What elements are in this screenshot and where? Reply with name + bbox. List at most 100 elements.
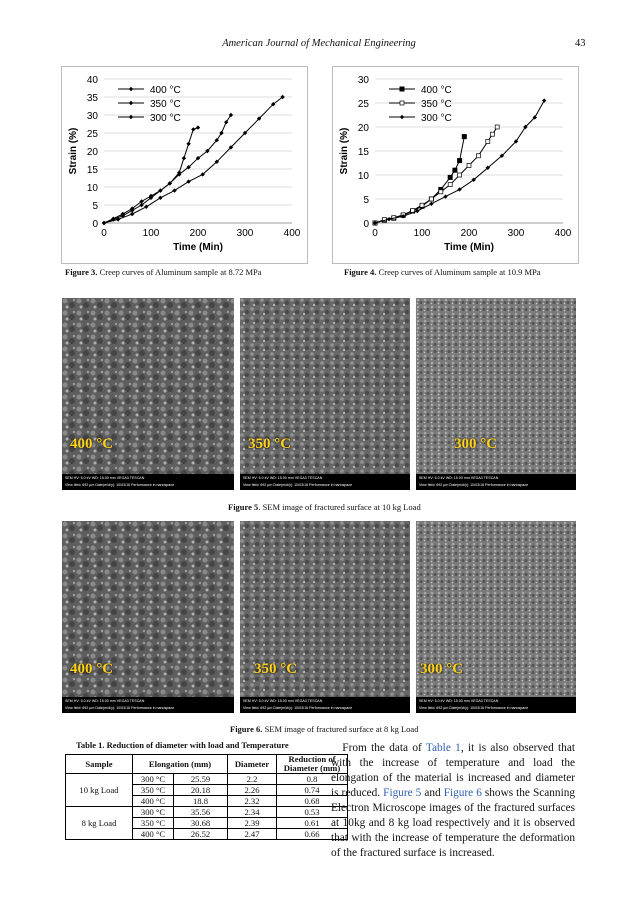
x-tick-label: 400 xyxy=(284,228,301,239)
data-point xyxy=(386,216,392,222)
sem-image-8kg-300: 300 °C SEM HV: 5.0 kV WD: 15.00 mm VEGA3… xyxy=(416,521,576,713)
data-point xyxy=(452,167,458,173)
data-point xyxy=(438,186,444,192)
x-tick-label: 400 xyxy=(555,228,572,239)
data-point xyxy=(167,181,172,186)
table-cell: 300 °C xyxy=(132,806,174,818)
y-tick-label: 25 xyxy=(87,129,99,140)
data-point xyxy=(181,156,187,161)
y-tick-label: 20 xyxy=(358,123,370,134)
data-point xyxy=(457,187,462,192)
figure3-caption-text: Creep curves of Aluminum sample at 8.72 … xyxy=(97,267,262,277)
y-tick-label: 20 xyxy=(87,147,99,158)
page-number: 43 xyxy=(575,38,586,49)
data-point xyxy=(401,214,406,219)
sem-temp-label: 350 °C xyxy=(254,661,298,677)
table-cell: 0.66 xyxy=(276,828,348,840)
sem-image-10kg-400: 400 °C SEM HV: 5.0 kV WD: 15.00 mm VEGA3… xyxy=(62,298,234,490)
data-point xyxy=(419,202,425,208)
data-point xyxy=(219,130,224,136)
data-point xyxy=(177,172,182,177)
table-cell: 20.18 xyxy=(173,784,228,796)
sem-temp-label: 300 °C xyxy=(420,661,464,677)
data-point xyxy=(186,141,191,146)
table1-link[interactable]: Table 1 xyxy=(425,742,461,754)
data-point xyxy=(471,177,476,182)
table-cell: 300 °C xyxy=(132,773,174,785)
data-point xyxy=(499,153,505,158)
y-tick-label: 15 xyxy=(358,147,370,158)
data-point xyxy=(415,208,420,214)
y-tick-label: 5 xyxy=(363,195,369,206)
legend-label: 300 °C xyxy=(421,113,452,124)
table-row: 10 kg Load 300 °C 25.59 2.2 0.8 xyxy=(65,773,348,807)
data-point xyxy=(485,165,490,170)
x-tick-label: 300 xyxy=(237,228,254,239)
y-tick-label: 10 xyxy=(87,183,99,194)
figure6-images: 400 °C SEM HV: 5.0 kV WD: 15.00 mm VEGA3… xyxy=(62,521,576,713)
data-point xyxy=(429,196,434,202)
data-point xyxy=(139,202,144,208)
y-tick-label: 5 xyxy=(92,201,98,212)
x-tick-label: 100 xyxy=(414,228,431,239)
figure6-caption-text: SEM image of fractured surface at 8 kg L… xyxy=(262,724,419,734)
sem-metadata-bar: SEM HV: 5.0 kV WD: 15.00 mm VEGA3 TESCAN… xyxy=(416,697,576,713)
data-point xyxy=(101,220,107,226)
x-tick-label: 0 xyxy=(101,228,107,239)
table1: Sample Elongation (mm) Diameter Reductio… xyxy=(65,754,348,840)
x-tick-label: 200 xyxy=(461,228,478,239)
y-tick-label: 30 xyxy=(87,111,99,122)
series-line xyxy=(103,127,199,224)
data-point xyxy=(447,174,453,180)
data-point xyxy=(457,158,463,164)
table-cell: 2.47 xyxy=(227,828,277,840)
table-cell: 10 kg Load xyxy=(65,773,133,807)
table-cell: 350 °C xyxy=(132,784,174,796)
data-point xyxy=(242,130,248,136)
y-tick-label: 0 xyxy=(92,219,98,230)
body-paragraph: From the data of Table 1, it is also obs… xyxy=(331,742,576,859)
figure3-caption-label: Figure 3. xyxy=(65,267,98,277)
series-line xyxy=(103,114,232,224)
table1-caption: Table 1. Reduction of diameter with load… xyxy=(76,740,289,750)
page-header: American Journal of Mechanical Engineeri… xyxy=(0,38,638,52)
sem-temp-label: 300 °C xyxy=(454,436,498,452)
sem-metadata-bar: SEM HV: 5.0 kV WD: 15.00 mm VEGA3 TESCAN… xyxy=(416,474,576,490)
table-cell: 2.26 xyxy=(227,784,277,796)
y-tick-label: 0 xyxy=(363,219,369,230)
table-cell: 30.68 xyxy=(173,817,228,829)
data-point xyxy=(214,159,219,164)
table-cell: 2.34 xyxy=(227,806,277,818)
legend-marker xyxy=(128,100,134,106)
data-point xyxy=(148,195,154,200)
figure4-caption-label: Figure 4. xyxy=(344,267,377,277)
data-point xyxy=(485,139,491,144)
data-point xyxy=(457,172,462,178)
legend-marker xyxy=(399,114,405,120)
legend-marker xyxy=(399,86,405,92)
table-cell: 8 kg Load xyxy=(65,806,133,840)
table-header: Elongation (mm) xyxy=(132,754,228,774)
figure5-link[interactable]: Figure 5 xyxy=(383,787,422,799)
data-point xyxy=(256,116,262,121)
x-tick-label: 0 xyxy=(372,228,378,239)
data-point xyxy=(228,145,234,150)
y-tick-label: 40 xyxy=(87,75,99,86)
table-cell: 400 °C xyxy=(132,828,174,840)
table-cell: 25.59 xyxy=(173,773,228,785)
legend-marker xyxy=(399,100,405,106)
data-point xyxy=(490,131,495,137)
table-cell: 2.2 xyxy=(227,773,277,785)
data-point xyxy=(280,94,285,100)
table-row: 350 °C 30.68 2.39 0.61 xyxy=(66,817,348,829)
figure6-caption-label: Figure 6. xyxy=(230,724,263,734)
data-point xyxy=(447,182,453,187)
figure6-link[interactable]: Figure 6 xyxy=(443,787,482,799)
journal-title: American Journal of Mechanical Engineeri… xyxy=(222,38,416,49)
legend-label: 300 °C xyxy=(150,113,181,124)
figure3-chart: 0 5 10 15 20 25 30 35 40 0 100 200 300 400 Time (Min) S… xyxy=(61,66,308,264)
data-point xyxy=(476,153,481,159)
data-point xyxy=(466,163,472,168)
figure5-caption-text: . SEM image of fractured surface at 10 k… xyxy=(258,502,421,512)
table-row: 8 kg Load 300 °C 35.56 2.34 0.53 xyxy=(65,806,348,840)
